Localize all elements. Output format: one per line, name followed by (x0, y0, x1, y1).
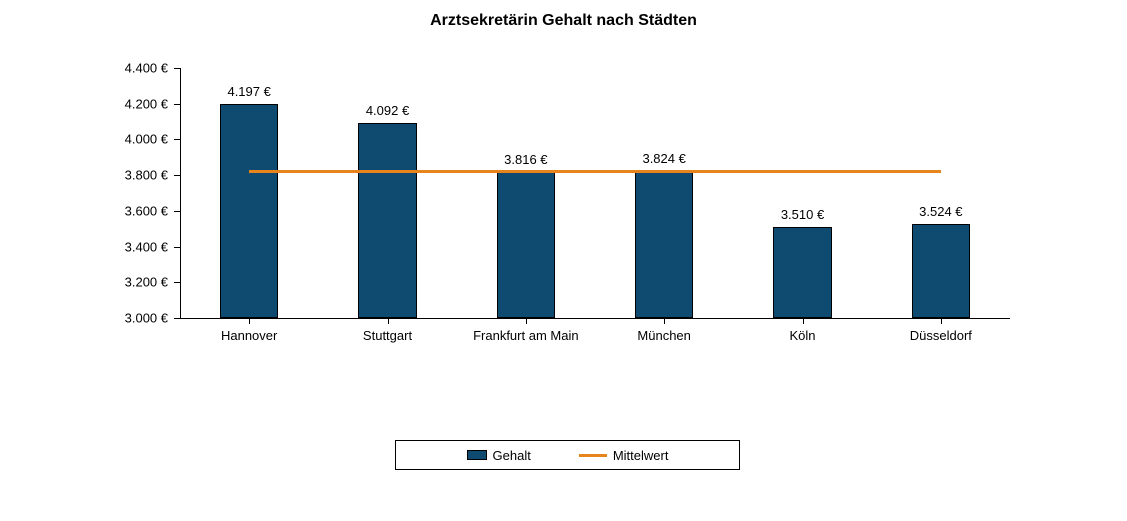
y-tick (174, 68, 180, 69)
bar (635, 171, 693, 318)
legend-swatch-bar (467, 450, 487, 460)
x-tick (249, 318, 250, 324)
bar-value-label: 3.524 € (919, 204, 962, 219)
y-tick-label: 3.600 € (125, 203, 168, 218)
x-tick-label: Hannover (221, 328, 277, 343)
legend-label-gehalt: Gehalt (493, 448, 531, 463)
legend: Gehalt Mittelwert (395, 440, 740, 470)
x-tick (803, 318, 804, 324)
legend-swatch-line (579, 454, 607, 457)
bar (358, 123, 416, 318)
x-tick (526, 318, 527, 324)
x-axis (180, 318, 1010, 319)
x-tick (664, 318, 665, 324)
y-tick (174, 282, 180, 283)
legend-label-mittelwert: Mittelwert (613, 448, 669, 463)
x-tick-label: Köln (789, 328, 815, 343)
y-tick (174, 175, 180, 176)
bar-value-label: 3.816 € (504, 152, 547, 167)
bar-value-label: 3.510 € (781, 207, 824, 222)
y-tick-label: 3.800 € (125, 168, 168, 183)
x-tick-label: München (637, 328, 690, 343)
x-tick-label: Frankfurt am Main (473, 328, 578, 343)
y-tick-label: 4.400 € (125, 61, 168, 76)
y-tick (174, 247, 180, 248)
chart-title: Arztsekretärin Gehalt nach Städten (0, 12, 1127, 30)
chart-container: Arztsekretärin Gehalt nach Städten 3.000… (0, 0, 1127, 521)
bar (912, 224, 970, 318)
y-tick-label: 4.000 € (125, 132, 168, 147)
y-tick (174, 139, 180, 140)
y-tick (174, 211, 180, 212)
y-tick (174, 104, 180, 105)
y-axis (180, 68, 181, 318)
plot-area: 3.000 €3.200 €3.400 €3.600 €3.800 €4.000… (180, 68, 1010, 318)
x-tick-label: Düsseldorf (910, 328, 972, 343)
y-tick-label: 4.200 € (125, 96, 168, 111)
bar-value-label: 4.197 € (227, 84, 270, 99)
y-tick (174, 318, 180, 319)
bar (773, 227, 831, 318)
bar-value-label: 3.824 € (642, 151, 685, 166)
x-tick-label: Stuttgart (363, 328, 412, 343)
bar (220, 104, 278, 318)
bar-value-label: 4.092 € (366, 103, 409, 118)
bar (497, 172, 555, 318)
y-tick-label: 3.400 € (125, 239, 168, 254)
x-tick (388, 318, 389, 324)
y-tick-label: 3.000 € (125, 311, 168, 326)
y-tick-label: 3.200 € (125, 275, 168, 290)
mean-line (249, 170, 941, 173)
legend-item-mittelwert: Mittelwert (579, 448, 669, 463)
legend-item-gehalt: Gehalt (467, 448, 531, 463)
x-tick (941, 318, 942, 324)
